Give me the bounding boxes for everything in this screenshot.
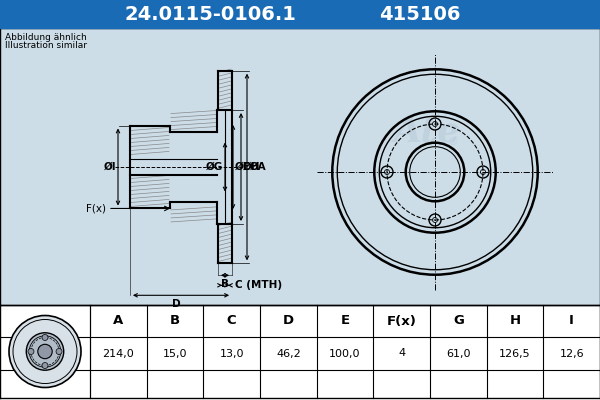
Text: C: C xyxy=(227,314,236,328)
Text: C (MTH): C (MTH) xyxy=(235,280,282,290)
Text: E: E xyxy=(340,314,350,328)
Text: ØA: ØA xyxy=(250,162,266,172)
Text: ØI: ØI xyxy=(103,162,116,172)
Text: D: D xyxy=(172,299,181,309)
Text: Ate: Ate xyxy=(394,115,461,149)
Text: I: I xyxy=(569,314,574,328)
Circle shape xyxy=(56,348,62,354)
Circle shape xyxy=(29,336,61,367)
Text: ØH: ØH xyxy=(243,162,260,172)
Text: ®: ® xyxy=(448,137,458,147)
Text: G: G xyxy=(453,314,464,328)
Text: ØE: ØE xyxy=(235,162,251,172)
Text: 100,0: 100,0 xyxy=(329,348,361,358)
Text: 12,6: 12,6 xyxy=(559,348,584,358)
Text: 214,0: 214,0 xyxy=(103,348,134,358)
Circle shape xyxy=(28,348,34,354)
Text: 4: 4 xyxy=(398,348,405,358)
Text: ØG: ØG xyxy=(206,162,223,172)
Circle shape xyxy=(26,333,64,370)
Text: H: H xyxy=(509,314,521,328)
Circle shape xyxy=(42,334,48,340)
Circle shape xyxy=(13,320,77,384)
Bar xyxy=(0,28,600,305)
Text: 61,0: 61,0 xyxy=(446,348,470,358)
Text: B: B xyxy=(221,279,229,289)
Text: 415106: 415106 xyxy=(379,4,461,24)
Text: 46,2: 46,2 xyxy=(276,348,301,358)
Circle shape xyxy=(38,344,52,359)
Text: 13,0: 13,0 xyxy=(220,348,244,358)
Circle shape xyxy=(9,316,81,388)
Circle shape xyxy=(42,362,48,368)
Text: Illustration similar: Illustration similar xyxy=(5,41,87,50)
Text: 15,0: 15,0 xyxy=(163,348,187,358)
Text: D: D xyxy=(283,314,294,328)
Text: F(x): F(x) xyxy=(387,314,416,328)
Text: Abbildung ähnlich: Abbildung ähnlich xyxy=(5,33,87,42)
Text: F(x): F(x) xyxy=(86,204,106,214)
Text: A: A xyxy=(113,314,124,328)
Bar xyxy=(0,0,600,28)
Text: 126,5: 126,5 xyxy=(499,348,531,358)
Text: B: B xyxy=(170,314,180,328)
Text: 24.0115-0106.1: 24.0115-0106.1 xyxy=(124,4,296,24)
